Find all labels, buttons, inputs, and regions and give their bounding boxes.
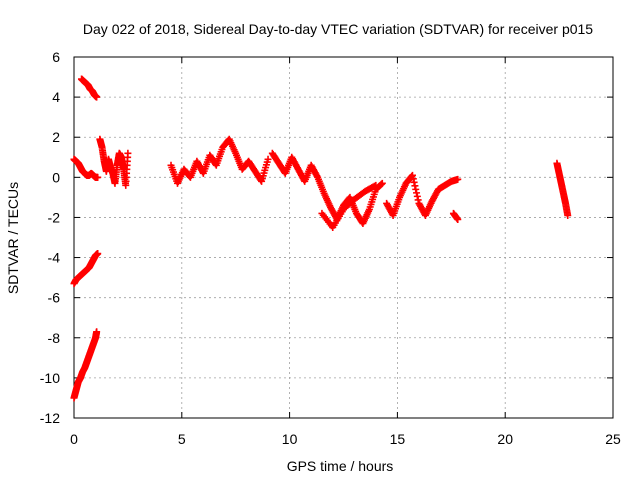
data-point — [564, 211, 572, 219]
data-point — [414, 196, 422, 204]
y-tick-label: -10 — [40, 370, 60, 386]
x-axis-label: GPS time / hours — [287, 458, 394, 474]
x-tick-label: 5 — [178, 431, 186, 447]
y-tick-label: -6 — [48, 290, 61, 306]
data-point — [94, 173, 102, 181]
data-point — [93, 93, 101, 101]
x-tick-label: 10 — [282, 431, 298, 447]
y-tick-label: 2 — [52, 129, 60, 145]
data-point — [413, 189, 421, 197]
y-tick-label: -2 — [48, 209, 61, 225]
y-tick-label: -4 — [48, 250, 61, 266]
data-point — [409, 175, 417, 183]
data-point — [412, 185, 420, 193]
data-point — [410, 178, 418, 186]
y-tick-label: 0 — [52, 169, 60, 185]
data-point — [372, 181, 380, 189]
y-tick-label: 6 — [52, 49, 60, 65]
plot-frame — [73, 56, 614, 419]
y-axis-label: SDTVAR / TECUs — [5, 182, 21, 294]
axis-ticks: 0 5 10 15 20 25 -12 -10 -8 -6 -4 -2 0 2 4 6 — [40, 49, 621, 447]
data-point — [313, 172, 321, 180]
chart-title: Day 022 of 2018, Sidereal Day-to-day VTE… — [83, 21, 593, 37]
data-point — [454, 175, 462, 183]
y-tick-label: -8 — [48, 330, 61, 346]
data-point — [408, 171, 416, 179]
data-points — [70, 75, 572, 402]
data-point — [124, 149, 132, 157]
data-point — [413, 192, 421, 200]
data-point — [454, 215, 462, 223]
data-point — [264, 155, 272, 163]
x-tick-label: 20 — [497, 431, 513, 447]
x-tick-label: 25 — [605, 431, 621, 447]
y-tick-label: -12 — [40, 410, 60, 426]
data-point — [94, 250, 102, 258]
x-tick-label: 0 — [70, 431, 78, 447]
data-point — [93, 328, 101, 336]
y-tick-label: 4 — [52, 89, 60, 105]
data-point — [411, 182, 419, 190]
data-point — [378, 179, 386, 187]
x-tick-label: 15 — [390, 431, 406, 447]
grid — [74, 57, 613, 418]
